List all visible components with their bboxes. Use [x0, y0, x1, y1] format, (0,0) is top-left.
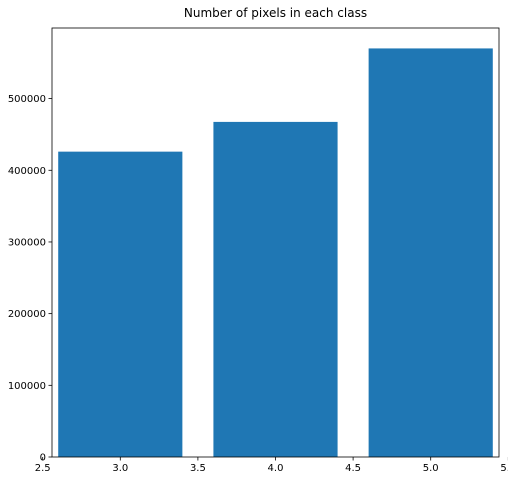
bar-2 — [368, 48, 493, 458]
bar-1 — [213, 121, 338, 457]
y-tick-label: 400000 — [8, 166, 46, 177]
x-tick-label: 2.5 — [35, 463, 51, 474]
x-tick-label: 4.0 — [268, 463, 284, 474]
y-tick-label: 0 — [40, 453, 46, 464]
y-tick-label: 300000 — [8, 237, 46, 248]
bar-0 — [58, 151, 183, 458]
axes: 2.5 3.0 3.5 4.0 4.5 5.0 5.5 0 100000 200000 300000… — [8, 27, 508, 474]
y-tick-label: 500000 — [8, 94, 46, 105]
bars — [58, 48, 493, 458]
x-tick-label: 3.5 — [190, 463, 206, 474]
y-tick-label: 200000 — [8, 309, 46, 320]
x-tick-label: 3.0 — [112, 463, 128, 474]
x-tick-label: 4.5 — [345, 463, 361, 474]
y-tick-label: 100000 — [8, 381, 46, 392]
x-tick-label: 5.5 — [500, 463, 508, 474]
chart-title: Number of pixels in each class — [184, 6, 367, 20]
x-tick-label: 5.0 — [423, 463, 439, 474]
